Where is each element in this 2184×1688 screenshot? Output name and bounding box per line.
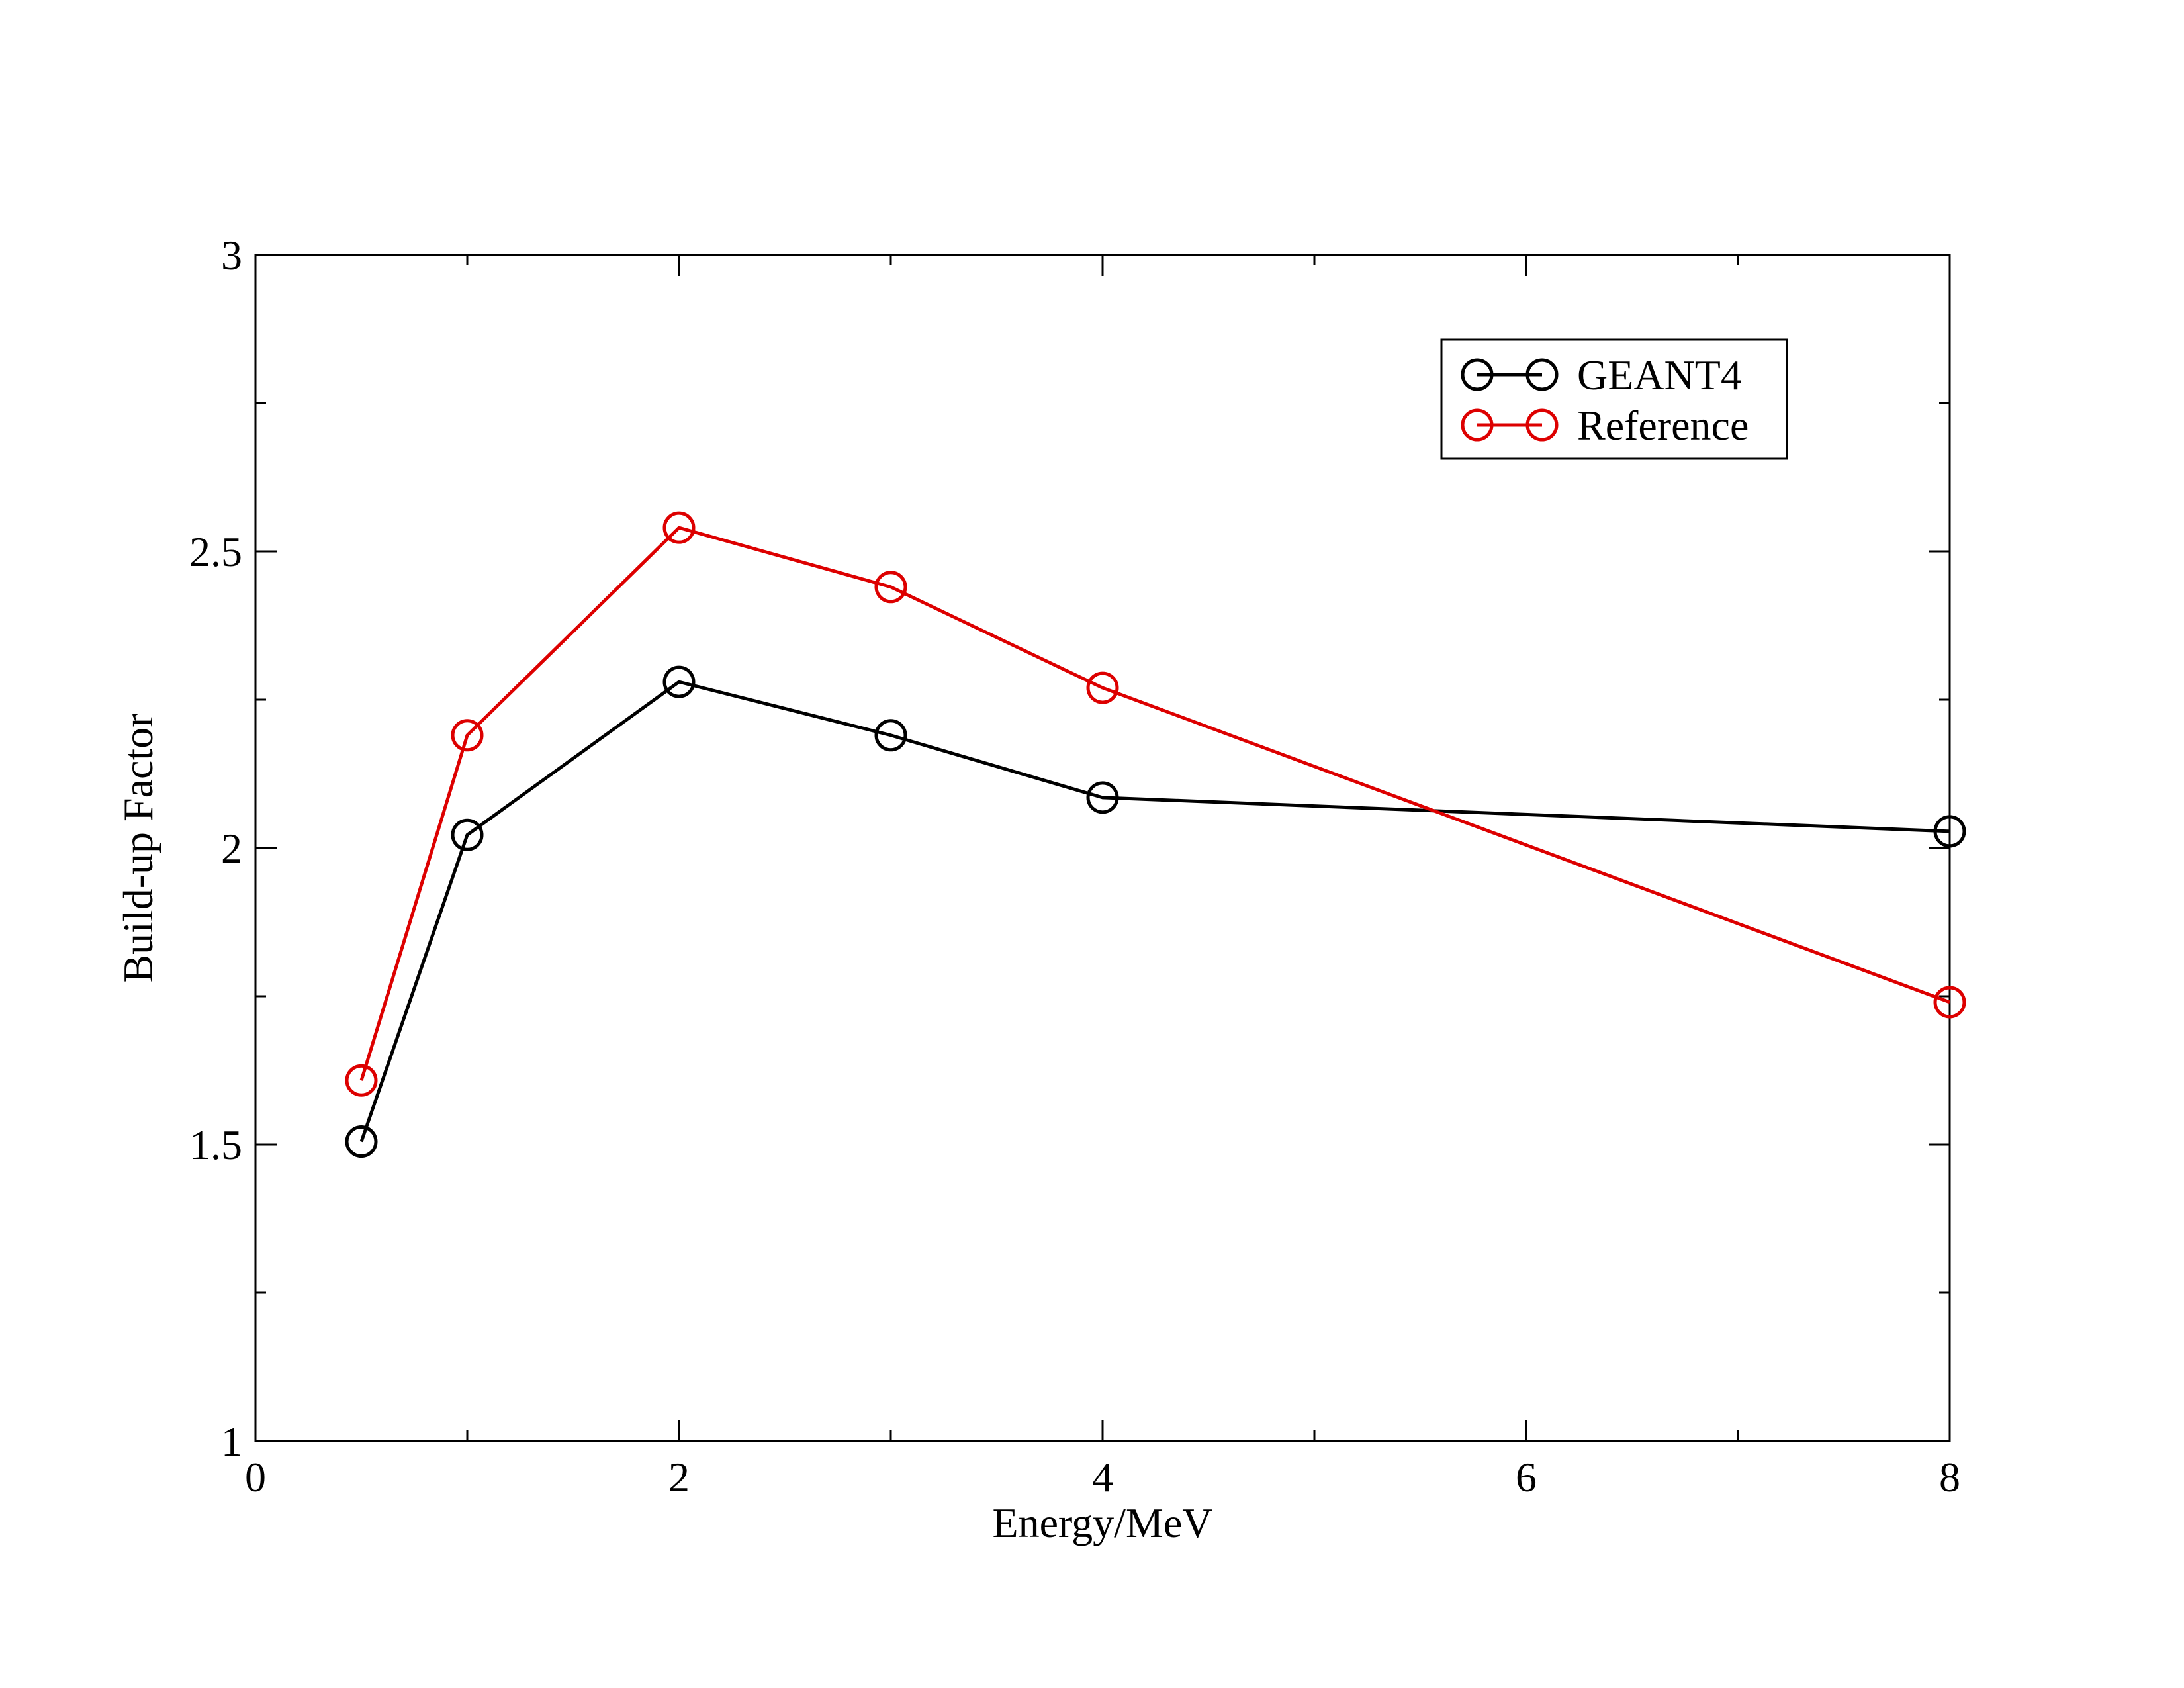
x-tick-label: 2 xyxy=(668,1454,690,1501)
series-reference xyxy=(347,513,1964,1095)
data-series xyxy=(347,513,1964,1156)
legend-label-geant4: GEANT4 xyxy=(1577,352,1742,399)
y-tick-label: 2 xyxy=(221,825,242,872)
x-axis-label: Energy/MeV xyxy=(993,1499,1213,1546)
x-tick-label: 0 xyxy=(245,1454,266,1501)
y-axis-label: Build-up Factor xyxy=(114,713,161,982)
series-geant4 xyxy=(347,667,1964,1156)
legend: GEANT4 Reference xyxy=(1441,340,1787,459)
legend-label-reference: Reference xyxy=(1577,402,1749,449)
y-tick-label: 3 xyxy=(221,232,242,279)
x-tick-label: 4 xyxy=(1092,1454,1113,1501)
x-tick-label: 8 xyxy=(1939,1454,1960,1501)
x-tick-label: 6 xyxy=(1516,1454,1537,1501)
y-tick-label: 2.5 xyxy=(189,528,242,575)
series-line-geant4 xyxy=(361,682,1950,1141)
y-tick-label: 1 xyxy=(221,1418,242,1465)
series-line-reference xyxy=(361,528,1950,1080)
y-tick-label: 1.5 xyxy=(189,1121,242,1168)
